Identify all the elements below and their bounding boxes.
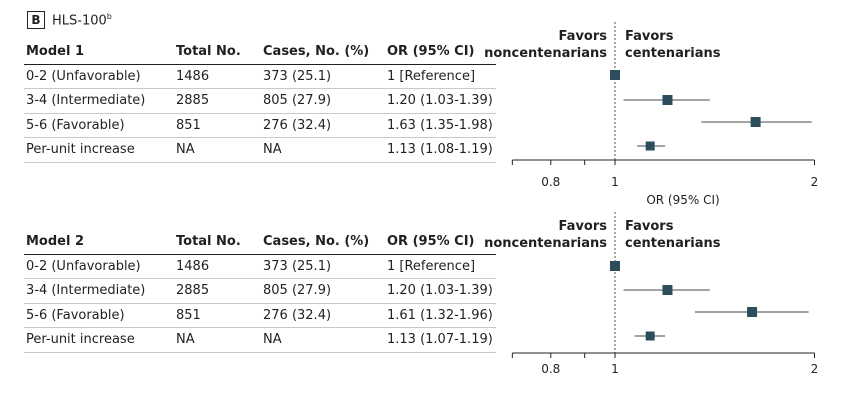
row-or: 1.20 (1.03-1.39) xyxy=(387,283,493,298)
row-total: 851 xyxy=(176,307,201,323)
table-row: 3-4 (Intermediate) 2885 805 (27.9) 1.20 … xyxy=(24,89,496,114)
table-row: 0-2 (Unfavorable) 1486 373 (25.1) 1 [Ref… xyxy=(24,65,496,89)
row-total: NA xyxy=(176,142,195,157)
row-cases: 805 (27.9) xyxy=(263,93,332,108)
x-tick-label: 0.8 xyxy=(541,362,560,376)
panel-title-superscript: b xyxy=(106,11,112,21)
or-marker xyxy=(662,285,673,295)
row-cases: 373 (25.1) xyxy=(263,258,332,274)
col-cases-header: Cases, No. (%) xyxy=(263,234,370,249)
row-label: Per-unit increase xyxy=(26,332,135,347)
col-or-header: OR (95% CI) xyxy=(387,234,475,249)
row-or: 1.13 (1.07-1.19) xyxy=(387,332,493,347)
row-total: 2885 xyxy=(176,93,210,108)
table-row: Per-unit increase NA NA 1.13 (1.07-1.19) xyxy=(24,328,496,353)
row-or: 1.20 (1.03-1.39) xyxy=(387,93,493,108)
table-row: 0-2 (Unfavorable) 1486 373 (25.1) 1 [Ref… xyxy=(24,255,496,279)
row-label: 0-2 (Unfavorable) xyxy=(26,258,141,274)
x-axis-label: OR (95% CI) xyxy=(646,193,719,207)
row-or: 1.13 (1.08-1.19) xyxy=(387,142,493,157)
or-marker xyxy=(610,70,620,80)
favors-left-line2: noncentenarians xyxy=(484,236,607,251)
row-or: 1.63 (1.35-1.98) xyxy=(387,117,493,133)
table-header-row: Model 1 Total No. Cases, No. (%) OR (95%… xyxy=(24,40,496,65)
row-label: 3-4 (Intermediate) xyxy=(26,283,146,298)
row-or: 1 [Reference] xyxy=(387,258,476,274)
x-tick-label: 2 xyxy=(811,362,819,376)
table-row: 3-4 (Intermediate) 2885 805 (27.9) 1.20 … xyxy=(24,279,496,304)
row-cases: 805 (27.9) xyxy=(263,283,332,298)
table-header-row: Model 2 Total No. Cases, No. (%) OR (95%… xyxy=(24,230,496,255)
panel-header: B HLS-100b xyxy=(27,10,112,30)
table-row: 5-6 (Favorable) 851 276 (32.4) 1.61 (1.3… xyxy=(24,304,496,328)
row-cases: NA xyxy=(263,142,282,157)
favors-right-line1: Favors xyxy=(625,219,674,234)
or-marker xyxy=(645,141,655,151)
row-cases: NA xyxy=(263,332,282,347)
row-or: 1.61 (1.32-1.96) xyxy=(387,307,493,323)
model-1-table: Model 1 Total No. Cases, No. (%) OR (95%… xyxy=(24,40,496,163)
row-cases: 373 (25.1) xyxy=(263,68,332,84)
model-title: Model 2 xyxy=(26,234,85,249)
or-marker xyxy=(750,117,761,127)
row-cases: 276 (32.4) xyxy=(263,117,332,133)
row-label: Per-unit increase xyxy=(26,142,135,157)
or-marker xyxy=(747,307,758,317)
favors-left-line2: noncentenarians xyxy=(484,46,607,61)
row-total: NA xyxy=(176,332,195,347)
panel-label: B xyxy=(27,11,45,29)
model-title: Model 1 xyxy=(26,44,85,59)
row-total: 2885 xyxy=(176,283,210,298)
row-label: 5-6 (Favorable) xyxy=(26,307,125,323)
table-row: 5-6 (Favorable) 851 276 (32.4) 1.63 (1.3… xyxy=(24,114,496,138)
favors-left-line1: Favors xyxy=(559,29,608,44)
row-or: 1 [Reference] xyxy=(387,68,476,84)
favors-right-line1: Favors xyxy=(625,29,674,44)
x-tick-label: 1 xyxy=(611,175,619,189)
row-label: 5-6 (Favorable) xyxy=(26,117,125,133)
col-total-header: Total No. xyxy=(176,234,241,249)
col-total-header: Total No. xyxy=(176,44,241,59)
row-label: 3-4 (Intermediate) xyxy=(26,93,146,108)
or-marker xyxy=(645,331,655,341)
row-total: 1486 xyxy=(176,258,210,274)
x-tick-label: 2 xyxy=(811,175,819,189)
panel-title-text: HLS-100 xyxy=(52,13,107,29)
x-tick-label: 1 xyxy=(611,362,619,376)
col-cases-header: Cases, No. (%) xyxy=(263,44,370,59)
col-or-header: OR (95% CI) xyxy=(387,44,475,59)
favors-right-line2: centenarians xyxy=(625,46,721,61)
panel-title: HLS-100b xyxy=(52,12,112,28)
table-row: Per-unit increase NA NA 1.13 (1.08-1.19) xyxy=(24,138,496,163)
x-tick-label: 0.8 xyxy=(541,175,560,189)
row-total: 851 xyxy=(176,117,201,133)
or-marker xyxy=(662,95,673,105)
favors-right-line2: centenarians xyxy=(625,236,721,251)
favors-left-line1: Favors xyxy=(559,219,608,234)
row-total: 1486 xyxy=(176,68,210,84)
row-cases: 276 (32.4) xyxy=(263,307,332,323)
or-marker xyxy=(610,261,620,271)
row-label: 0-2 (Unfavorable) xyxy=(26,68,141,84)
model-2-table: Model 2 Total No. Cases, No. (%) OR (95%… xyxy=(24,230,496,353)
